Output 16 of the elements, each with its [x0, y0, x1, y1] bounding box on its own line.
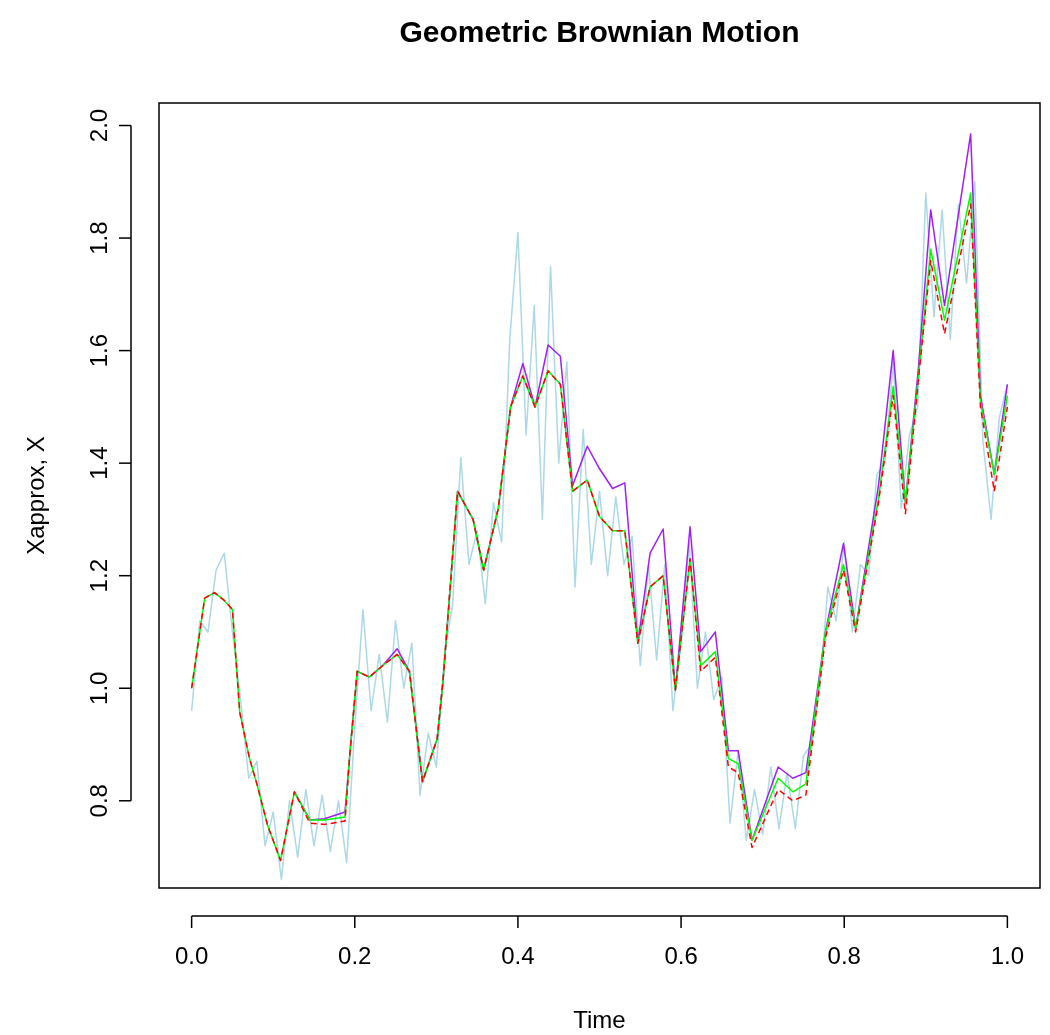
- y-tick-label: 1.4: [85, 446, 112, 480]
- y-tick-label: 0.8: [85, 784, 112, 818]
- chart-title: Geometric Brownian Motion: [399, 15, 800, 48]
- x-tick-label: 0.8: [827, 942, 861, 969]
- y-tick-label: 2.0: [85, 108, 112, 143]
- x-tick-label: 0.0: [174, 942, 209, 969]
- x-tick-label: 0.2: [338, 942, 372, 969]
- y-tick-label: 1.2: [85, 559, 112, 593]
- y-tick-label: 1.8: [85, 221, 112, 255]
- x-tick-label: 0.6: [664, 942, 698, 969]
- y-axis-title: Xapprox, X: [22, 436, 49, 555]
- x-tick-label: 0.4: [501, 942, 535, 969]
- x-tick-label: 1.0: [990, 942, 1025, 969]
- y-tick-label: 1.6: [85, 333, 112, 368]
- x-axis-title: Time: [573, 1006, 626, 1033]
- y-tick-label: 1.0: [85, 671, 112, 705]
